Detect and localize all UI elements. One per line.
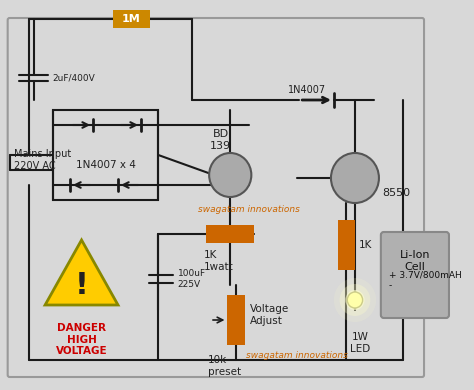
- Polygon shape: [45, 240, 118, 305]
- Text: 1W
LED: 1W LED: [350, 332, 370, 354]
- Text: 10k
preset: 10k preset: [208, 355, 241, 377]
- Circle shape: [209, 153, 251, 197]
- Bar: [53, 110, 158, 200]
- Text: Voltage
Adjust: Voltage Adjust: [249, 304, 289, 326]
- Text: 1M: 1M: [122, 14, 141, 24]
- FancyBboxPatch shape: [381, 232, 449, 318]
- Text: swagatam innovations: swagatam innovations: [246, 351, 348, 360]
- Circle shape: [346, 290, 365, 310]
- Text: 1K: 1K: [359, 240, 372, 250]
- Text: 8550: 8550: [382, 188, 410, 198]
- Bar: [337, 220, 355, 270]
- FancyBboxPatch shape: [8, 18, 424, 377]
- Bar: [228, 295, 245, 345]
- Circle shape: [347, 292, 363, 308]
- Text: 1N4007 x 4: 1N4007 x 4: [75, 160, 136, 170]
- Circle shape: [334, 278, 376, 322]
- Text: 2uF/400V: 2uF/400V: [53, 73, 96, 83]
- Bar: [113, 10, 150, 28]
- Text: 100uF
225V: 100uF 225V: [177, 269, 206, 289]
- Text: 1K
1watt: 1K 1watt: [203, 250, 233, 271]
- Text: 1N4007: 1N4007: [288, 85, 326, 95]
- Bar: [206, 225, 254, 243]
- Text: !: !: [74, 271, 89, 300]
- Text: DANGER
HIGH
VOLTAGE: DANGER HIGH VOLTAGE: [56, 323, 107, 356]
- Text: swagatam innovations: swagatam innovations: [199, 206, 301, 214]
- Text: Li-Ion
Cell: Li-Ion Cell: [400, 250, 430, 271]
- Circle shape: [339, 284, 370, 316]
- Text: Mains Input
220V AC: Mains Input 220V AC: [14, 149, 72, 171]
- Text: BD
139: BD 139: [210, 129, 231, 151]
- Circle shape: [331, 153, 379, 203]
- Text: + 3.7V/800mAH
-: + 3.7V/800mAH -: [389, 270, 461, 290]
